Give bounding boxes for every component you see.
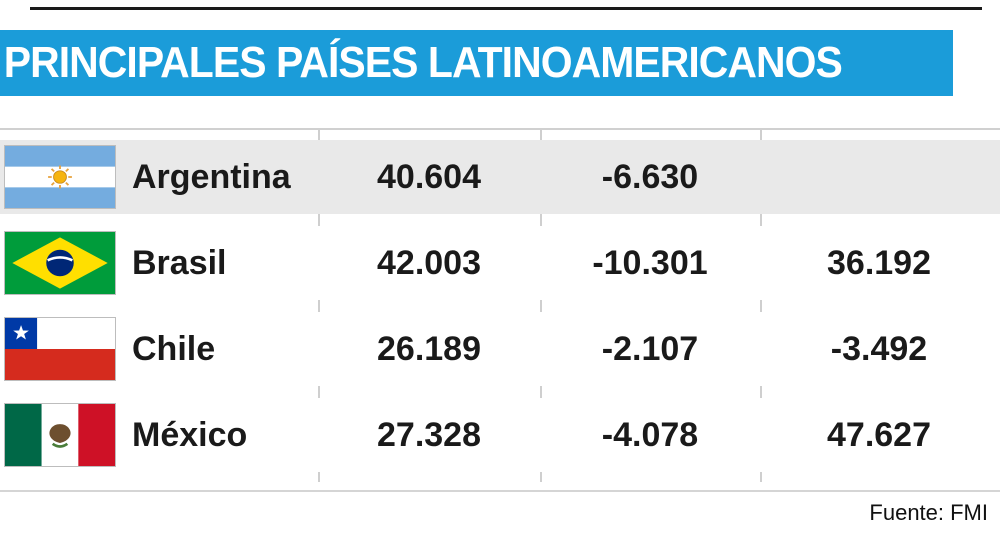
country-name: Chile bbox=[132, 330, 216, 368]
value-cell: 26.189 bbox=[377, 330, 481, 368]
brazil-flag-icon bbox=[4, 231, 116, 295]
table-row-chile: Chile 26.189 -2.107 -3.492 bbox=[0, 312, 1000, 386]
table-row-mexico: México 27.328 -4.078 47.627 bbox=[0, 398, 1000, 472]
value-cell: 42.003 bbox=[377, 244, 481, 282]
value-cell: 36.192 bbox=[827, 244, 931, 282]
table-row-brasil: Brasil 42.003 -10.301 36.192 bbox=[0, 226, 1000, 300]
column-divider bbox=[540, 130, 542, 482]
header-bar: PRINCIPALES PAÍSES LATINOAMERICANOS bbox=[0, 30, 953, 96]
value-cell: -10.301 bbox=[592, 244, 708, 282]
column-divider bbox=[318, 130, 320, 482]
value-cell: -6.630 bbox=[601, 158, 699, 196]
mexico-flag-icon bbox=[4, 403, 116, 467]
value-cell: -4.078 bbox=[601, 416, 699, 454]
column-divider bbox=[760, 130, 762, 482]
value-cell: 27.328 bbox=[377, 416, 481, 454]
country-name: Argentina bbox=[132, 158, 291, 196]
footer-rule bbox=[0, 490, 1000, 492]
top-rule bbox=[30, 7, 982, 10]
chile-flag-icon bbox=[4, 317, 116, 381]
value-cell: -2.107 bbox=[601, 330, 699, 368]
value-cell: -3.492 bbox=[830, 330, 928, 368]
country-table: Argentina 40.604 -6.630 Brasil 42.003 -1… bbox=[0, 128, 1000, 484]
table-row-argentina: Argentina 40.604 -6.630 bbox=[0, 140, 1000, 214]
source-note: Fuente: FMI bbox=[869, 500, 988, 525]
country-name: México bbox=[132, 416, 248, 454]
value-cell: 47.627 bbox=[827, 416, 931, 454]
country-name: Brasil bbox=[132, 244, 227, 282]
value-cell: 40.604 bbox=[377, 158, 481, 196]
page-title: PRINCIPALES PAÍSES LATINOAMERICANOS bbox=[3, 38, 843, 87]
argentina-flag-icon bbox=[4, 145, 116, 209]
